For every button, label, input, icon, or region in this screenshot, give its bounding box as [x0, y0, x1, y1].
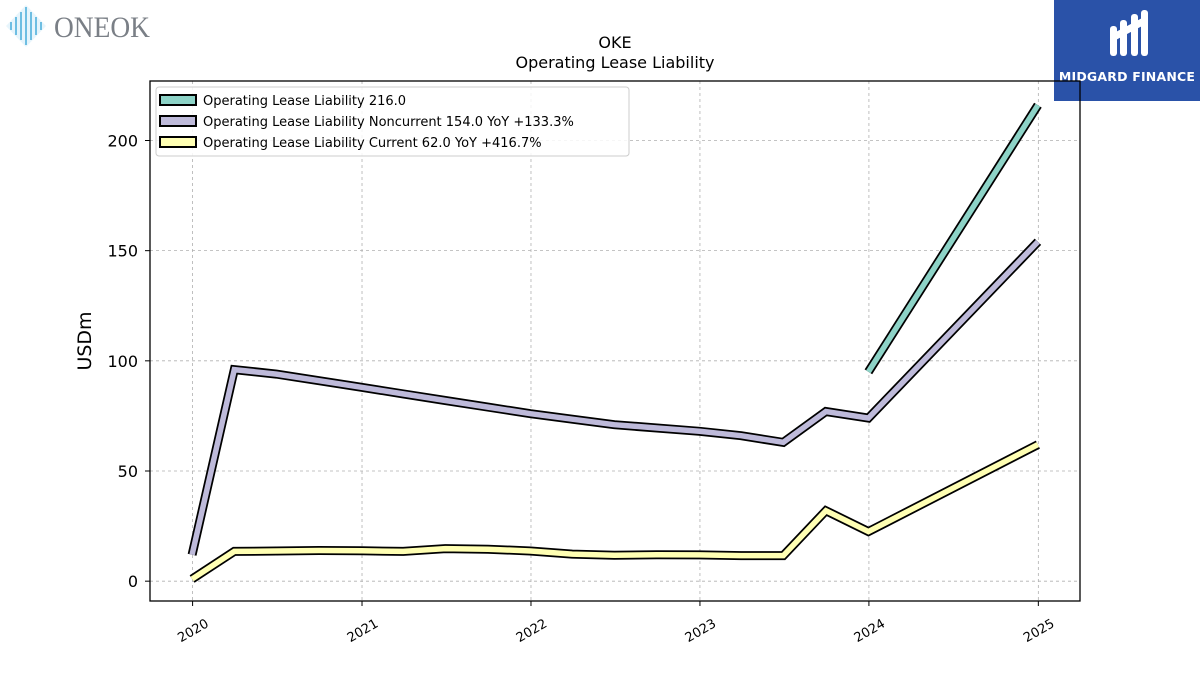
data-point — [1037, 241, 1038, 242]
x-tick-label: 2024 — [852, 616, 888, 646]
oneok-diamond-mark — [6, 5, 46, 47]
plot-frame — [149, 80, 1081, 602]
legend-entry: Operating Lease Liability 216.0 — [203, 94, 406, 109]
midgard-wordmark: MIDGARD FINANCE — [1058, 69, 1196, 84]
data-point — [318, 550, 319, 551]
data-point — [825, 510, 826, 511]
x-tick-label: 2021 — [345, 616, 381, 646]
oneok-wordmark: ONEOK — [54, 11, 150, 44]
data-point — [868, 371, 869, 372]
data-point — [699, 431, 700, 432]
data-point — [572, 554, 573, 555]
axis-ticks: 0 50 100 150 200 2020 2021 2022 2023 2024 2025 — [107, 131, 1057, 646]
series-line — [190, 442, 1040, 582]
y-axis-label: USDm — [74, 311, 96, 370]
data-point — [276, 550, 277, 551]
x-tick-label: 2023 — [683, 616, 719, 646]
legend-box — [155, 86, 630, 157]
data-point — [572, 419, 573, 420]
data-point — [403, 551, 404, 552]
data-point — [741, 435, 742, 436]
x-tick-label: 2022 — [514, 616, 550, 646]
x-tick-label: 2020 — [175, 616, 211, 646]
data-point — [699, 554, 700, 555]
series-line — [866, 103, 1041, 374]
data-point — [192, 578, 193, 579]
series-lines — [187, 102, 1042, 583]
data-point — [825, 411, 826, 412]
chart-title: OKE — [598, 33, 631, 52]
data-point — [1037, 444, 1038, 445]
legend-entry: Operating Lease Liability Current 62.0 Y… — [203, 136, 542, 151]
series-line — [189, 239, 1040, 556]
chart-subtitle: Operating Lease Liability — [515, 53, 714, 72]
data-point — [403, 393, 404, 394]
x-tick-label: 2025 — [1021, 616, 1057, 646]
data-point — [234, 551, 235, 552]
data-point — [487, 407, 488, 408]
data-point — [1037, 105, 1038, 106]
data-point — [868, 418, 869, 419]
data-point — [783, 555, 784, 556]
data-point — [656, 428, 657, 429]
data-point — [445, 548, 446, 549]
data-point — [614, 555, 615, 556]
data-point — [445, 400, 446, 401]
data-point — [361, 387, 362, 388]
data-point — [234, 369, 235, 370]
legend-swatch — [159, 94, 197, 106]
data-point — [783, 442, 784, 443]
data-point — [530, 413, 531, 414]
midgard-finance-logo: MIDGARD FINANCE — [1054, 0, 1200, 101]
y-tick-label: 50 — [118, 462, 138, 481]
data-point — [192, 554, 193, 555]
data-point — [741, 555, 742, 556]
y-tick-label: 100 — [107, 352, 138, 371]
data-point — [318, 380, 319, 381]
midgard-monogram-icon — [1110, 10, 1148, 56]
y-tick-label: 150 — [107, 242, 138, 261]
legend: Operating Lease Liability 216.0 Operating… — [155, 86, 630, 157]
legend-entry: Operating Lease Liability Noncurrent 154… — [203, 115, 574, 130]
data-point — [276, 374, 277, 375]
data-point — [614, 424, 615, 425]
data-point — [656, 554, 657, 555]
y-tick-label: 0 — [128, 572, 138, 591]
data-point — [487, 549, 488, 550]
y-tick-label: 200 — [107, 131, 138, 150]
legend-swatch — [159, 136, 197, 148]
data-point — [530, 550, 531, 551]
legend-swatch — [159, 115, 197, 127]
data-point — [868, 531, 869, 532]
oneok-logo: ONEOK — [6, 5, 150, 47]
data-point — [361, 550, 362, 551]
